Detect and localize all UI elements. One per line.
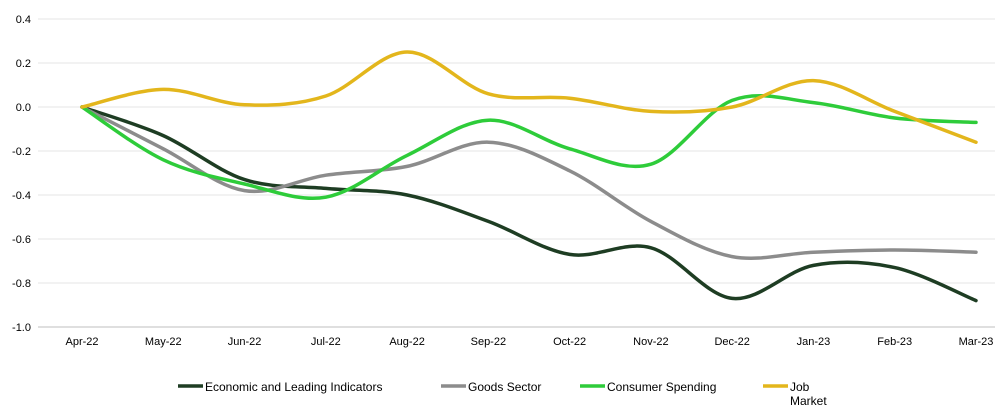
- y-tick-label: -0.6: [12, 234, 31, 246]
- y-tick-label: -1.0: [12, 322, 31, 334]
- series-lines: [80, 50, 978, 303]
- y-tick-label: -0.4: [12, 190, 31, 202]
- legend-label-job: Job: [790, 380, 810, 394]
- x-tick-label: Jul-22: [311, 336, 341, 348]
- series-line-economic: [80, 105, 978, 303]
- x-tick-label: Mar-23: [959, 336, 994, 348]
- x-tick-label: Feb-23: [877, 336, 912, 348]
- legend-label-job-line2: Market: [790, 394, 827, 408]
- y-tick-label: -0.8: [12, 278, 31, 290]
- series-line-goods: [80, 105, 978, 260]
- legend-label-consumer: Consumer Spending: [607, 380, 716, 394]
- legend-label-economic: Economic and Leading Indicators: [205, 380, 382, 394]
- axes: 0.4 0.2 0.0 -0.2 -0.4 -0.6 -0.8 -1.0 Apr-22 May-2…: [12, 14, 995, 348]
- series-line-consumer: [80, 94, 978, 201]
- y-tick-label: 0.2: [16, 58, 31, 70]
- legend-label-goods: Goods Sector: [468, 380, 541, 394]
- x-tick-label: Dec-22: [714, 336, 749, 348]
- y-tick-label: 0.0: [16, 102, 31, 114]
- legend: Economic and Leading Indicators Goods Se…: [178, 380, 827, 408]
- gridlines: [38, 18, 995, 284]
- y-tick-label: -0.2: [12, 146, 31, 158]
- x-tick-label: Apr-22: [65, 336, 98, 348]
- x-tick-label: Aug-22: [389, 336, 424, 348]
- y-tick-label: 0.4: [16, 14, 31, 26]
- x-tick-label: Sep-22: [471, 336, 506, 348]
- series-line-job: [80, 50, 978, 144]
- x-tick-label: Nov-22: [633, 336, 668, 348]
- x-tick-label: Jun-22: [228, 336, 262, 348]
- x-tick-label: Oct-22: [553, 336, 586, 348]
- x-tick-label: May-22: [145, 336, 182, 348]
- x-tick-label: Jan-23: [797, 336, 831, 348]
